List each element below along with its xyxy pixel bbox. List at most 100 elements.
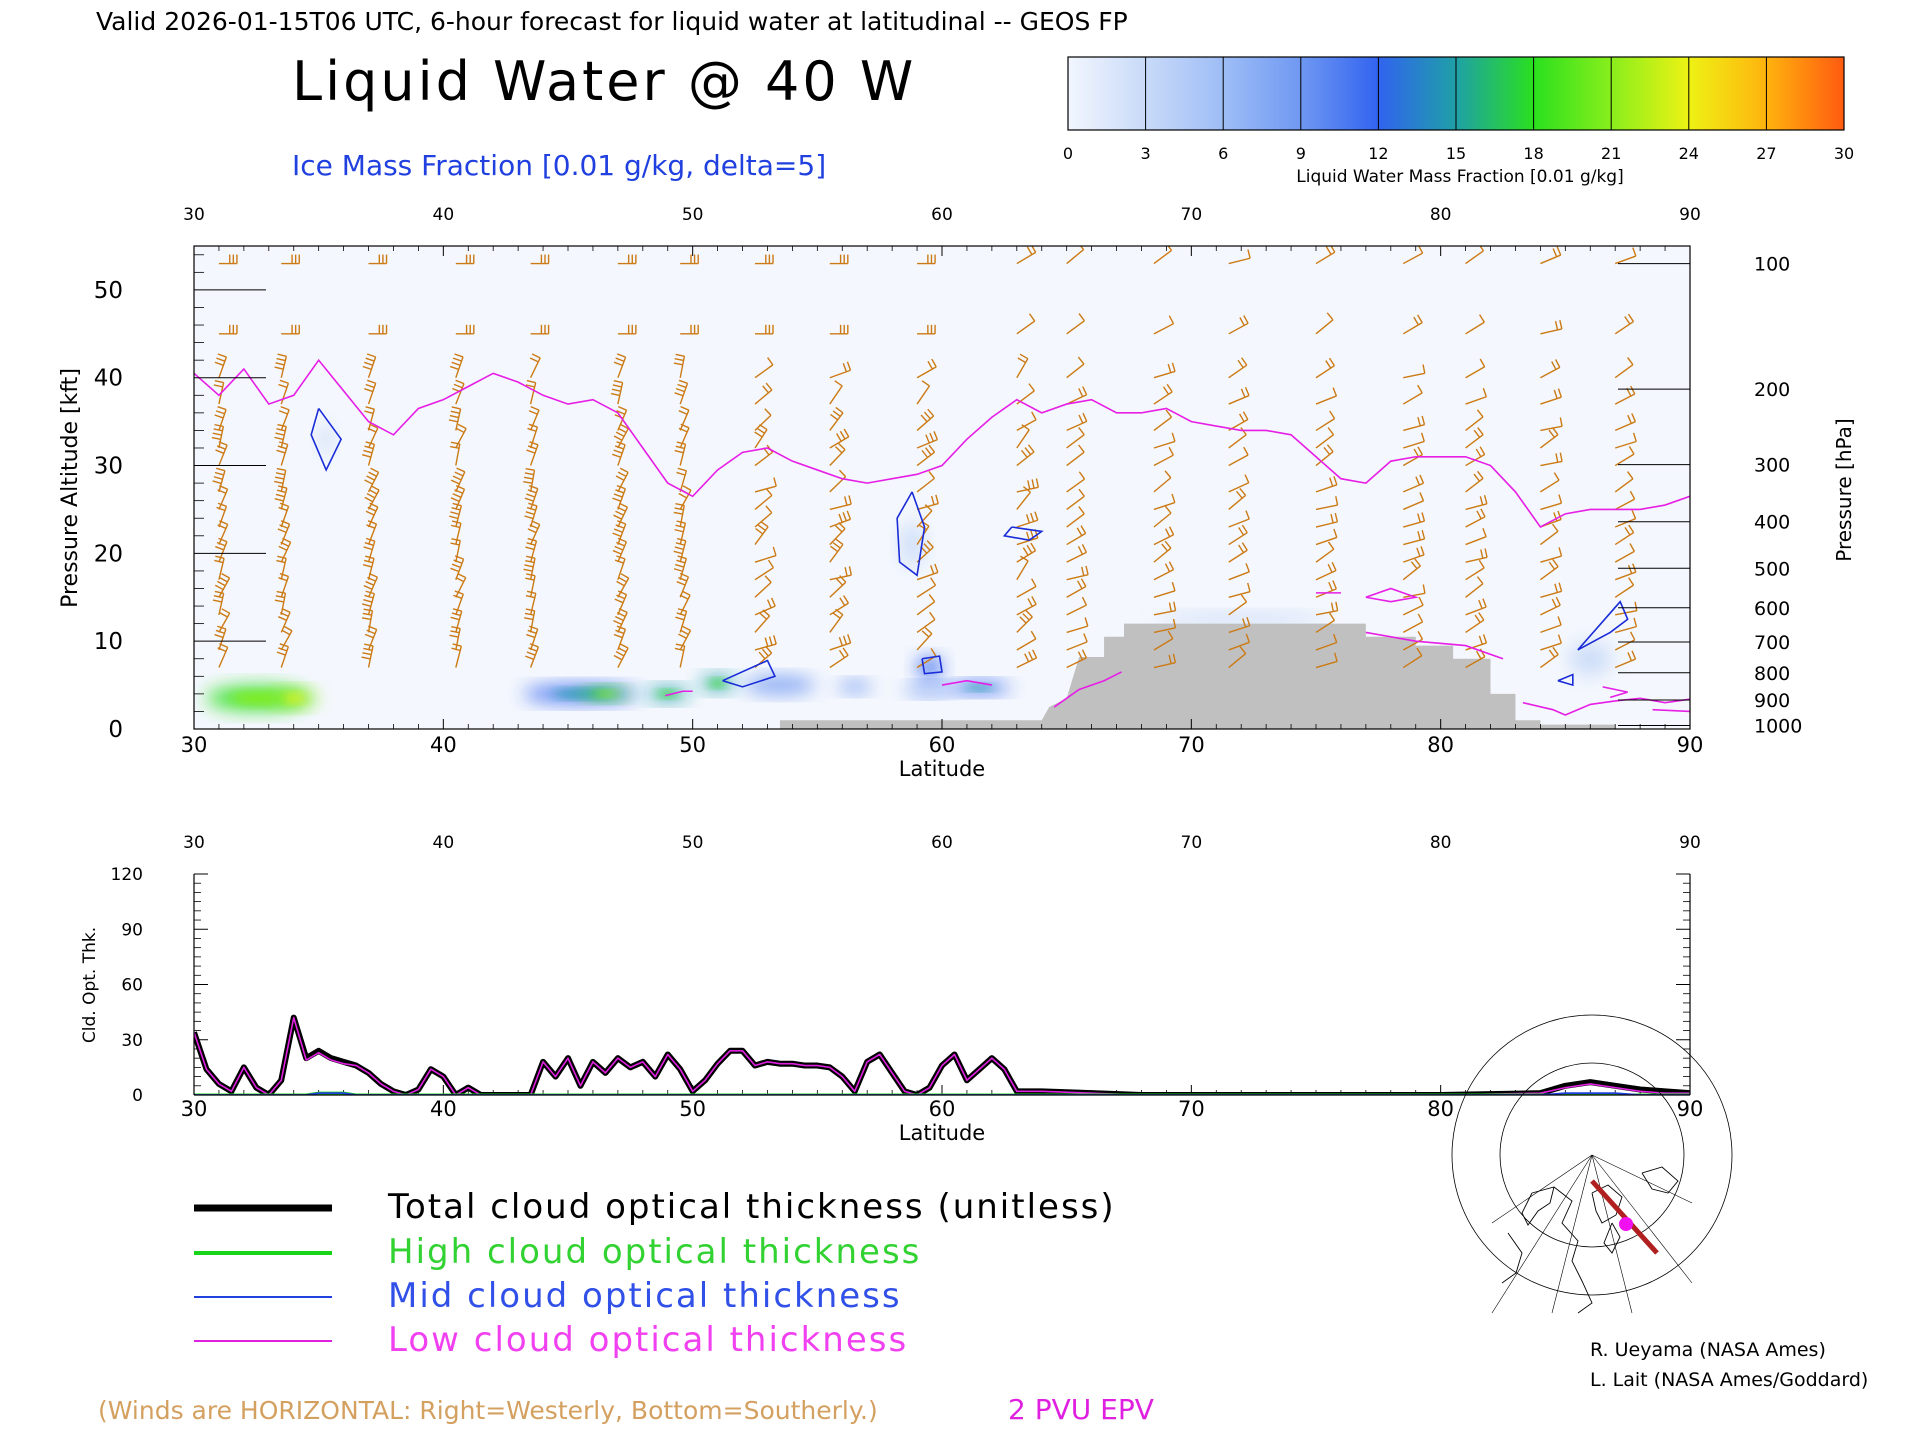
- wind-barb: [366, 520, 378, 545]
- wind-barb: [218, 324, 238, 335]
- top-x-tick-label: 70: [1178, 733, 1205, 757]
- wind-barb: [1153, 618, 1177, 634]
- top-x-tick-label: 30: [181, 733, 208, 757]
- wind-barb: [1066, 544, 1088, 563]
- bottom-ylabel: Cld. Opt. Thk.: [80, 927, 100, 1043]
- wind-barb: [1153, 493, 1176, 511]
- wind-barb: [674, 441, 687, 466]
- wind-barbs: [211, 246, 1638, 669]
- wind-barb: [450, 485, 466, 510]
- wind-barb: [1315, 312, 1334, 335]
- wind-barb: [1153, 432, 1176, 449]
- wind-barb: [829, 442, 846, 467]
- colorbar-segment: [1688, 57, 1767, 130]
- bottom-top-x-tick-label: 50: [682, 833, 704, 853]
- wind-barb: [450, 555, 465, 580]
- wind-barb: [1614, 471, 1634, 493]
- wind-barb: [523, 467, 536, 493]
- wind-barb: [1402, 647, 1423, 669]
- wind-barb: [829, 575, 847, 598]
- wind-barb: [1228, 594, 1248, 616]
- wind-barb: [367, 423, 379, 449]
- wind-barb: [1614, 631, 1636, 651]
- wind-barb: [1614, 577, 1635, 598]
- wind-barb: [754, 357, 774, 379]
- wind-barb: [1402, 314, 1423, 335]
- wind-barb: [1228, 446, 1249, 467]
- top-y-tick-label: 20: [94, 541, 123, 567]
- wind-barb: [613, 608, 628, 633]
- wind-barb: [364, 379, 377, 405]
- wind-barb: [524, 502, 538, 528]
- wind-barb: [829, 406, 844, 431]
- credit-2: L. Lait (NASA Ames/Goddard): [1590, 1369, 1868, 1391]
- wind-barb: [1315, 652, 1338, 669]
- wind-barb: [754, 520, 769, 545]
- winds-note: (Winds are HORIZONTAL: Right=Westerly, B…: [98, 1396, 878, 1425]
- wind-barb: [527, 520, 541, 545]
- epv-low-segment: [1602, 686, 1628, 699]
- wind-barb: [1228, 510, 1250, 528]
- wind-barb: [1016, 542, 1037, 563]
- wind-barb: [829, 380, 843, 405]
- wind-barb: [1315, 496, 1339, 511]
- wind-barb: [525, 590, 537, 616]
- wind-barb: [1465, 508, 1486, 528]
- wind-barb: [281, 254, 300, 265]
- wind-barb: [1153, 383, 1173, 405]
- wind-barb: [274, 467, 287, 493]
- wind-barb: [613, 502, 629, 528]
- bottom-y-tick-label: 60: [121, 976, 143, 996]
- wind-barb: [1228, 487, 1247, 510]
- pressure-tick-label: 100: [1754, 254, 1790, 276]
- wind-barb: [364, 406, 376, 431]
- wind-barb: [278, 502, 290, 528]
- epv-label: 2 PVU EPV: [1008, 1393, 1154, 1426]
- wind-barb: [527, 423, 539, 449]
- top-y-tick-label: 10: [94, 629, 123, 655]
- wind-barb: [673, 537, 687, 563]
- wind-barb: [365, 502, 379, 528]
- liquid-water-blob: [1155, 613, 1328, 625]
- wind-barb: [278, 607, 291, 633]
- wind-barb: [525, 573, 536, 598]
- wind-barb: [453, 590, 464, 616]
- wind-barb: [526, 625, 539, 651]
- wind-barb: [1228, 357, 1248, 379]
- ice-contour: [722, 659, 777, 688]
- wind-barb: [1315, 387, 1338, 405]
- wind-barb: [613, 643, 629, 668]
- wind-barb: [1540, 246, 1562, 265]
- pressure-tick-label: 700: [1754, 632, 1790, 654]
- wind-barb: [218, 608, 231, 633]
- wind-barb: [1540, 417, 1563, 432]
- wind-barb: [829, 521, 846, 546]
- wind-barb: [524, 485, 539, 510]
- wind-barb: [525, 643, 540, 668]
- top-x-tick-label-upper: 70: [1181, 205, 1203, 225]
- wind-barb: [1066, 633, 1088, 651]
- ice-contour: [1557, 673, 1574, 687]
- wind-barb: [1153, 446, 1174, 467]
- wind-barb: [280, 625, 293, 651]
- wind-barb: [362, 353, 377, 378]
- wind-barb: [1540, 320, 1563, 335]
- cross-section-frame: [193, 245, 1691, 730]
- bottom-y-tick-label: 0: [132, 1086, 143, 1106]
- wind-barb: [1016, 511, 1039, 528]
- pressure-tick-label: 1000: [1754, 715, 1802, 737]
- wind-barb: [214, 353, 228, 378]
- wind-barb: [214, 625, 227, 651]
- top-x-tick-label: 90: [1677, 733, 1704, 757]
- wind-barb: [673, 555, 687, 580]
- wind-barb: [1066, 649, 1088, 669]
- pressure-tick-label: 500: [1754, 558, 1790, 580]
- wind-barb: [1540, 616, 1562, 634]
- wind-barb: [754, 546, 777, 563]
- wind-barb: [1539, 427, 1559, 449]
- locator-section-line: [1590, 1179, 1659, 1255]
- optical-thickness-lines: [194, 1014, 1690, 1095]
- ice-contour: [921, 655, 943, 675]
- colorbar-segment: [1378, 57, 1457, 130]
